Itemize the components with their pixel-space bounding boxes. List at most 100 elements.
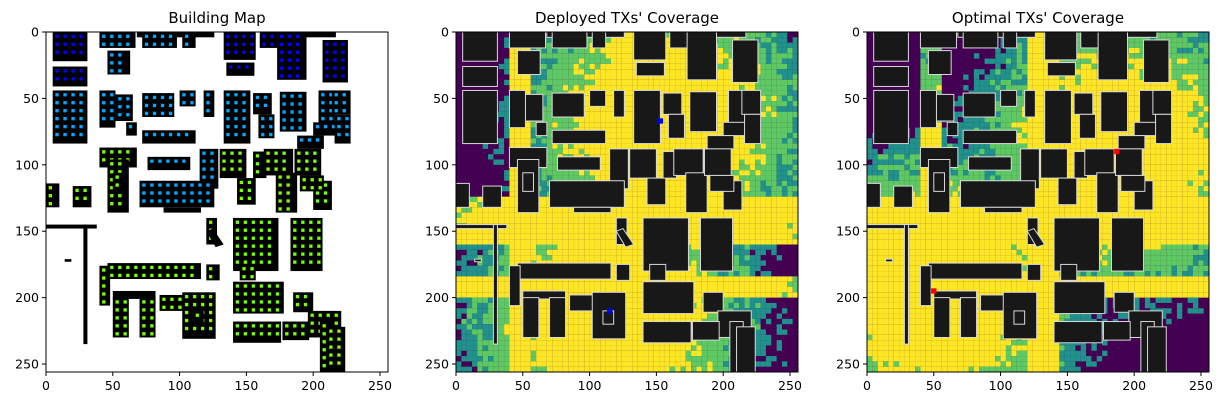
coverage-cell — [1134, 85, 1140, 91]
building — [615, 263, 631, 281]
coverage-cell — [723, 287, 729, 293]
coverage-cell — [1171, 53, 1177, 59]
building-cell — [309, 236, 313, 240]
coverage-cell — [637, 292, 644, 298]
building-cell — [334, 93, 338, 97]
coverage-cell — [541, 318, 547, 325]
coverage-cell — [936, 74, 942, 80]
coverage-cell — [771, 117, 777, 123]
coverage-cell — [472, 276, 478, 282]
building-cell — [251, 220, 256, 224]
coverage-cell — [675, 356, 681, 362]
x-tick-label: 100 — [168, 378, 192, 393]
coverage-cell — [600, 47, 606, 54]
building-cell — [208, 310, 213, 315]
coverage-cell — [701, 143, 708, 149]
building-cell — [242, 42, 246, 46]
coverage-cell — [632, 244, 638, 250]
building-cell — [208, 267, 213, 271]
building-cell — [251, 228, 256, 232]
building-cell — [323, 191, 328, 195]
coverage-cell — [792, 186, 798, 192]
coverage-cell — [482, 361, 489, 367]
coverage-cell — [562, 361, 569, 367]
building-cell — [110, 273, 114, 278]
coverage-cell — [733, 276, 740, 282]
building — [549, 180, 625, 208]
building-cell — [242, 101, 246, 105]
coverage-cell — [781, 207, 788, 213]
coverage-cell — [589, 143, 595, 149]
y-tick-label: 200 — [15, 290, 39, 305]
building-cell — [333, 50, 337, 54]
coverage-cell — [717, 106, 724, 112]
coverage-cell — [520, 239, 526, 245]
coverage-cell — [765, 143, 772, 149]
coverage-cell — [509, 308, 515, 314]
building-cell — [295, 42, 300, 46]
coverage-cell — [1027, 63, 1033, 70]
coverage-cell — [488, 324, 494, 330]
coverage-cell — [627, 350, 633, 357]
building-cell — [150, 273, 154, 278]
coverage-cell — [728, 297, 734, 303]
coverage-cell — [771, 287, 777, 293]
building-cell — [71, 109, 75, 113]
coverage-cell — [728, 281, 734, 287]
coverage-cell — [509, 58, 515, 64]
building-cell — [118, 265, 122, 270]
coverage-cell — [525, 249, 531, 256]
coverage-cell — [520, 223, 526, 229]
building-cell — [110, 109, 114, 113]
coverage-cell — [749, 318, 756, 325]
building-cell — [282, 167, 286, 171]
building-cell — [337, 337, 341, 341]
coverage-cell — [776, 127, 782, 133]
coverage-cell — [616, 53, 622, 59]
building-cell — [198, 183, 202, 187]
building-cell — [235, 332, 240, 336]
coverage-cell — [733, 138, 740, 144]
coverage-cell — [776, 159, 782, 165]
coverage-cell — [584, 95, 590, 102]
building — [206, 264, 220, 281]
building-cell — [242, 109, 246, 113]
coverage-cell — [562, 228, 569, 234]
building-cell — [152, 34, 157, 38]
coverage-cell — [461, 329, 467, 335]
coverage-cell — [776, 69, 782, 75]
coverage-cell — [781, 117, 788, 123]
coverage-cell — [696, 297, 702, 303]
coverage-cell — [541, 74, 547, 80]
coverage-cell — [776, 340, 782, 346]
coverage-cell — [477, 302, 483, 309]
coverage-cell — [765, 154, 772, 160]
coverage-cell — [568, 223, 574, 229]
coverage-cell — [739, 287, 745, 293]
coverage-cell — [760, 239, 766, 245]
coverage-cell — [1182, 47, 1188, 54]
coverage-cell — [488, 361, 494, 367]
coverage-cell — [675, 350, 681, 357]
building-cell — [342, 109, 346, 113]
coverage-cell — [594, 217, 601, 224]
coverage-cell — [1182, 74, 1188, 80]
coverage-cell — [610, 244, 617, 250]
building-cell — [270, 42, 274, 46]
coverage-cell — [605, 340, 611, 346]
coverage-cell — [621, 58, 627, 64]
coverage-cell — [664, 191, 670, 197]
coverage-cell — [760, 249, 766, 256]
coverage-cell — [477, 233, 483, 240]
building-cell — [55, 50, 59, 54]
coverage-cell — [578, 350, 585, 357]
building-cell — [295, 58, 300, 62]
coverage-cell — [546, 249, 553, 256]
coverage-cell — [776, 223, 782, 229]
coverage-cell — [696, 308, 702, 314]
coverage-cell — [707, 356, 713, 362]
coverage-cell — [504, 63, 510, 70]
coverage-cell — [632, 345, 638, 351]
building-cell — [184, 42, 189, 46]
coverage-cell — [781, 287, 788, 293]
